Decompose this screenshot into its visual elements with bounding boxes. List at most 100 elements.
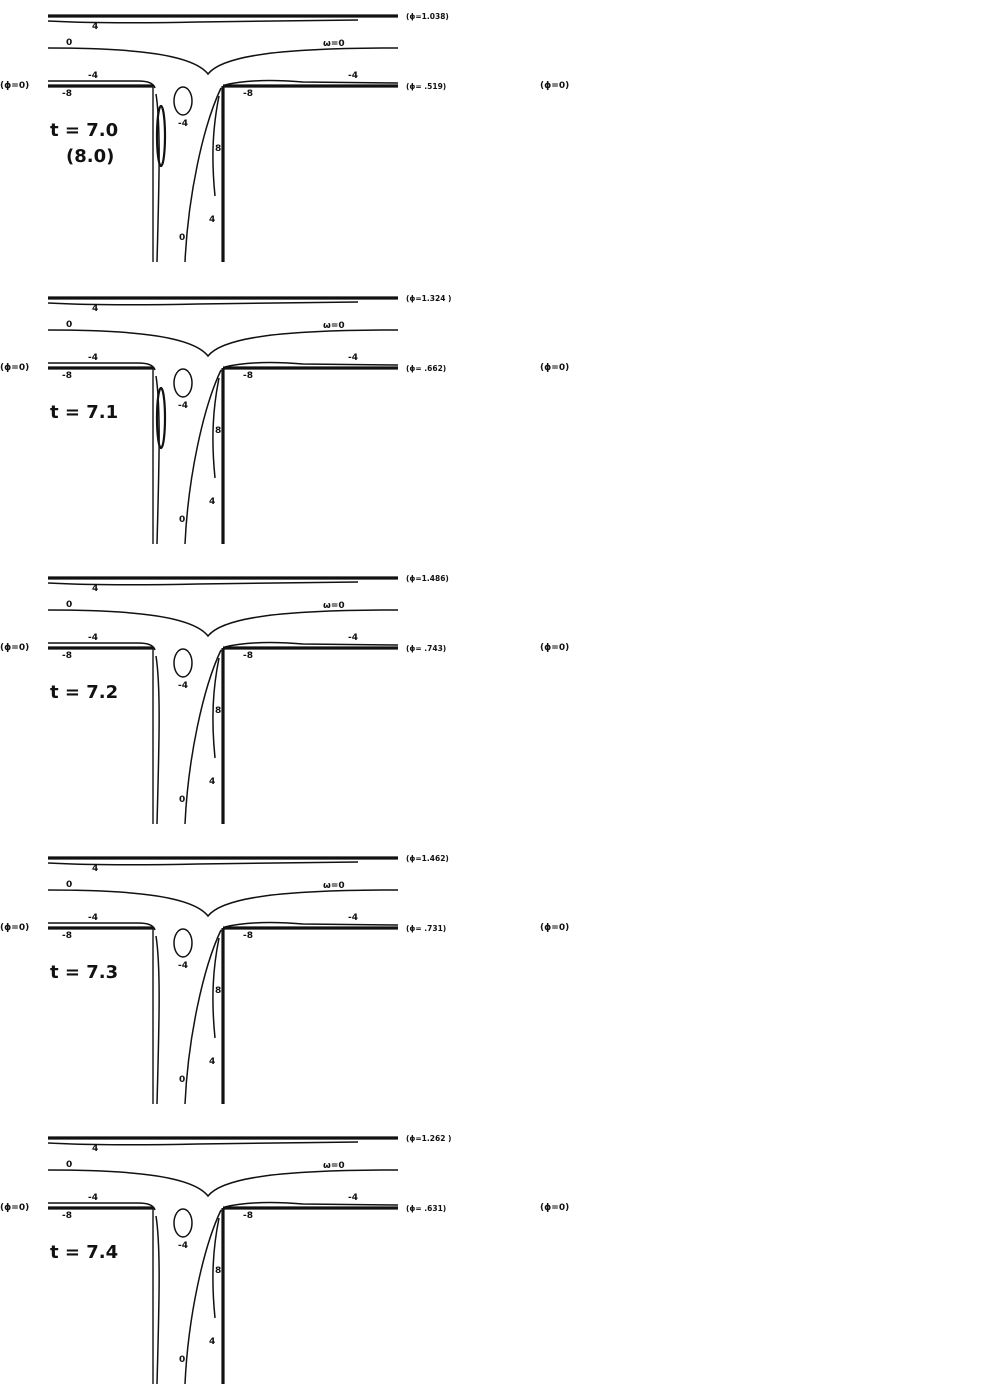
contour-label-m8-right: -8 xyxy=(243,371,253,381)
contour-label-0-branch: 0 xyxy=(179,795,185,805)
contour-label-8: 8 xyxy=(215,986,221,996)
contour-label-m4: -4 xyxy=(88,1193,98,1203)
contour-label-m4-right: -4 xyxy=(348,1193,358,1203)
omega-zero-label: ω=0 xyxy=(323,1161,345,1171)
contour-label-0-branch: 0 xyxy=(179,515,185,525)
contour-branch-wall-layer xyxy=(212,1217,220,1319)
contour-branch-left-layer xyxy=(155,935,160,1105)
contour-eddy xyxy=(173,648,193,678)
contour-label-4-branch: 4 xyxy=(209,777,215,787)
phi-zero-label: (ϕ=0) xyxy=(0,81,29,91)
contour-line-upper xyxy=(47,301,359,306)
contour-line-upper xyxy=(47,861,359,866)
contour-line-near-right-wall xyxy=(224,79,399,86)
contour-panel: (ϕ=0) (ϕ=1.462) (ϕ= .731) ω=0 0 4 -4 -8 -8 -4 8 -4 4… xyxy=(0,854,449,1105)
contour-label-m4-eddy: -4 xyxy=(178,1241,188,1251)
contour-label-m4-eddy: -4 xyxy=(178,119,188,129)
contour-panel: (ϕ=0)(ϕ= .538)(ϕ= .269)ω=004-4-8-8-48-44… xyxy=(540,923,569,933)
phi-right-label: (ϕ= .731) xyxy=(406,924,446,933)
time-label: t = 7.3 xyxy=(50,962,118,983)
contour-label-m4-eddy: -4 xyxy=(178,681,188,691)
contour-branch-inner xyxy=(184,929,222,1105)
contour-label-4: 4 xyxy=(92,1144,98,1154)
contour-wall-eddy xyxy=(155,104,167,168)
contour-label-m8: -8 xyxy=(62,1211,72,1221)
contour-label-0: 0 xyxy=(66,600,72,610)
contour-label-m8: -8 xyxy=(62,651,72,661)
contour-panel: (ϕ=0) (ϕ=1.324 ) (ϕ= .662) ω=0 0 4 -4 -8 -8 -4 8 -4… xyxy=(0,294,451,545)
time-label-extra: (8.0) xyxy=(66,146,114,167)
contour-panel: (ϕ=0) (ϕ=1.486) (ϕ= .743) ω=0 0 4 -4 -8 -8 -4 8 -4 4… xyxy=(0,574,449,825)
phi-top-label: (ϕ=1.486) xyxy=(406,574,449,583)
contour-omega-zero xyxy=(47,889,399,918)
contour-panel: (ϕ=0)(ϕ= .738)(ϕ= .369)ω=004-4-8-8-48-44… xyxy=(540,1203,569,1213)
contour-branch-inner xyxy=(184,369,222,545)
contour-branch-wall-layer xyxy=(212,937,220,1039)
omega-zero-label: ω=0 xyxy=(323,601,345,611)
contour-label-m4-right: -4 xyxy=(348,633,358,643)
contour-label-4: 4 xyxy=(92,864,98,874)
contour-branch-wall-layer xyxy=(212,95,220,197)
phi-top-label: (ϕ=1.038) xyxy=(406,12,449,21)
contour-label-m8-right: -8 xyxy=(243,931,253,941)
contour-label-0-branch: 0 xyxy=(179,1075,185,1085)
contour-label-4-branch: 4 xyxy=(209,497,215,507)
contour-label-0: 0 xyxy=(66,38,72,48)
contour-label-4: 4 xyxy=(92,304,98,314)
contour-label-m4-right: -4 xyxy=(348,913,358,923)
contour-eddy xyxy=(173,928,193,958)
phi-zero-label: (ϕ=0) xyxy=(0,363,29,373)
contour-omega-zero xyxy=(47,609,399,638)
contour-label-m4-eddy: -4 xyxy=(178,401,188,411)
contour-label-4-branch: 4 xyxy=(209,215,215,225)
contour-label-m4: -4 xyxy=(88,71,98,81)
contour-line-near-left-wall xyxy=(48,642,156,651)
contour-line-upper xyxy=(47,19,359,24)
time-label: t = 7.2 xyxy=(50,682,118,703)
omega-zero-label: ω=0 xyxy=(323,881,345,891)
time-label: t = 7.4 xyxy=(50,1242,118,1263)
contour-label-0: 0 xyxy=(66,880,72,890)
phi-zero-label: (ϕ=0) xyxy=(540,923,569,933)
phi-zero-label: (ϕ=0) xyxy=(540,1203,569,1213)
contour-label-m4-right: -4 xyxy=(348,353,358,363)
contour-label-m8: -8 xyxy=(62,89,72,99)
contour-wall-eddy xyxy=(155,386,167,450)
phi-zero-label: (ϕ=0) xyxy=(540,643,569,653)
contour-line-near-right-wall xyxy=(224,1201,399,1208)
contour-label-0-branch: 0 xyxy=(179,233,185,243)
contour-label-8: 8 xyxy=(215,1266,221,1276)
contour-omega-zero xyxy=(47,1169,399,1198)
contour-omega-zero xyxy=(47,47,399,76)
phi-right-label: (ϕ= .662) xyxy=(406,364,446,373)
contour-line-near-left-wall xyxy=(48,1202,156,1211)
contour-label-m4-right: -4 xyxy=(348,71,358,81)
phi-top-label: (ϕ=1.262 ) xyxy=(406,1134,451,1143)
phi-top-label: (ϕ=1.462) xyxy=(406,854,449,863)
time-label: t = 7.0 xyxy=(50,120,118,141)
contour-eddy xyxy=(173,86,193,116)
contour-branch-left-layer xyxy=(155,655,160,825)
phi-zero-label: (ϕ=0) xyxy=(540,81,569,91)
contour-label-m8-right: -8 xyxy=(243,1211,253,1221)
contour-line-near-left-wall xyxy=(48,362,156,371)
contour-branch-wall-layer xyxy=(212,657,220,759)
contour-label-0: 0 xyxy=(66,1160,72,1170)
phi-right-label: (ϕ= .743) xyxy=(406,644,446,653)
contour-label-m4: -4 xyxy=(88,353,98,363)
phi-zero-label: (ϕ=0) xyxy=(0,1203,29,1213)
contour-label-m8: -8 xyxy=(62,371,72,381)
phi-right-label: (ϕ= .631) xyxy=(406,1204,446,1213)
time-label: t = 7.1 xyxy=(50,402,118,423)
omega-zero-label: ω=0 xyxy=(323,321,345,331)
contour-label-0-branch: 0 xyxy=(179,1355,185,1365)
contour-label-0: 0 xyxy=(66,320,72,330)
contour-label-4: 4 xyxy=(92,22,98,32)
contour-label-m8: -8 xyxy=(62,931,72,941)
contour-label-m4-eddy: -4 xyxy=(178,961,188,971)
contour-omega-zero xyxy=(47,329,399,358)
contour-panel: (ϕ=0)(ϕ= .514)(ϕ= .257)ω=004-4-8-8-48-44… xyxy=(540,643,569,653)
contour-panel: (ϕ=0) (ϕ=1.038) (ϕ= .519) ω=0 0 4 -4 -8 -8 -4 8 -4 4… xyxy=(0,12,449,263)
